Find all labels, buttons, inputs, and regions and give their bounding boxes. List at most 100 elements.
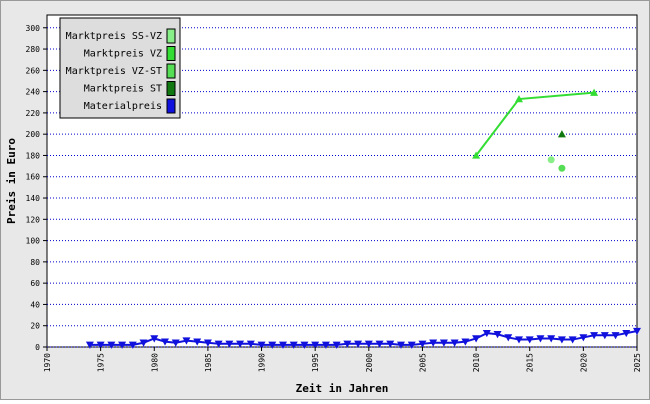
point (504, 334, 513, 342)
point (96, 341, 105, 349)
point (525, 336, 534, 344)
x-tick-label: 1985 (204, 353, 213, 372)
point (439, 339, 448, 347)
x-tick-label: 1995 (311, 353, 320, 372)
y-tick-label: 100 (26, 237, 41, 246)
point (85, 341, 94, 349)
point (557, 130, 566, 138)
point (557, 336, 566, 344)
point (193, 338, 202, 346)
point (482, 329, 491, 338)
point (150, 335, 159, 343)
legend-label: Marktpreis ST (84, 84, 162, 95)
legend-label: Materialpreis (84, 101, 162, 112)
point (289, 341, 298, 349)
legend-swatch (166, 28, 176, 44)
point (375, 340, 384, 348)
y-tick-label: 200 (26, 130, 41, 139)
point (343, 340, 352, 348)
y-tick-label: 140 (26, 194, 41, 203)
y-tick-label: 160 (26, 173, 41, 182)
x-tick-label: 2025 (633, 353, 642, 372)
point (558, 164, 566, 172)
point (118, 341, 127, 349)
point (590, 332, 599, 340)
point (547, 335, 556, 343)
y-tick-label: 20 (30, 322, 40, 331)
point (214, 340, 223, 348)
x-tick-label: 2000 (365, 353, 374, 372)
point (568, 336, 577, 344)
x-tick-label: 2005 (418, 353, 427, 372)
legend-label: Marktpreis SS-VZ (66, 31, 162, 42)
point (364, 340, 373, 348)
point (450, 339, 459, 347)
point (611, 332, 620, 340)
point (536, 335, 545, 343)
legend (59, 17, 181, 119)
point (472, 151, 481, 159)
point (386, 340, 395, 348)
point (633, 327, 641, 336)
x-tick-label: 2015 (526, 353, 535, 372)
point (139, 339, 148, 347)
point (407, 341, 416, 349)
point (515, 336, 523, 344)
y-axis-label: Preis in Euro (5, 138, 18, 224)
point (472, 335, 481, 343)
x-tick-label: 2020 (579, 353, 588, 372)
point (225, 340, 234, 348)
point (246, 340, 255, 348)
point (600, 332, 609, 340)
point (515, 95, 523, 103)
point (332, 341, 341, 349)
point (547, 156, 555, 164)
point (171, 339, 180, 347)
point (311, 341, 320, 349)
point (579, 334, 588, 342)
series-line (89, 330, 638, 346)
point (397, 341, 405, 349)
x-tick-label: 1975 (97, 353, 106, 372)
x-tick-label: 2010 (472, 353, 481, 372)
legend-swatch (166, 63, 176, 79)
legend-label: Marktpreis VZ-ST (66, 66, 162, 77)
point (107, 341, 116, 349)
y-tick-label: 40 (30, 300, 40, 309)
point (418, 340, 427, 348)
point (590, 88, 599, 96)
point (429, 339, 438, 347)
y-tick-label: 60 (30, 279, 40, 288)
point (321, 341, 330, 349)
y-tick-label: 280 (26, 45, 41, 54)
point (128, 341, 137, 349)
point (300, 341, 309, 349)
point (279, 341, 287, 349)
point (161, 338, 169, 346)
x-tick-label: 1970 (43, 353, 52, 372)
y-tick-label: 0 (35, 343, 40, 352)
marks (85, 88, 641, 349)
legend-label: Marktpreis VZ (84, 49, 162, 60)
grid (47, 27, 637, 348)
point (236, 340, 245, 348)
point (461, 338, 470, 346)
y-tick-label: 220 (26, 109, 41, 118)
y-tick-label: 180 (26, 151, 41, 160)
point (622, 329, 631, 338)
y-tick-label: 300 (26, 24, 41, 33)
point (257, 341, 266, 349)
legend-swatch (166, 98, 176, 114)
x-tick-label: 1990 (258, 353, 267, 372)
y-tick-label: 120 (26, 215, 41, 224)
legend-swatch (166, 46, 176, 61)
point (268, 341, 277, 349)
x-axis-label: Zeit in Jahren (296, 382, 389, 395)
y-tick-label: 80 (30, 258, 40, 267)
point (493, 331, 502, 339)
point (203, 339, 212, 347)
y-tick-label: 240 (26, 88, 41, 97)
point (354, 340, 363, 348)
point (182, 337, 191, 345)
